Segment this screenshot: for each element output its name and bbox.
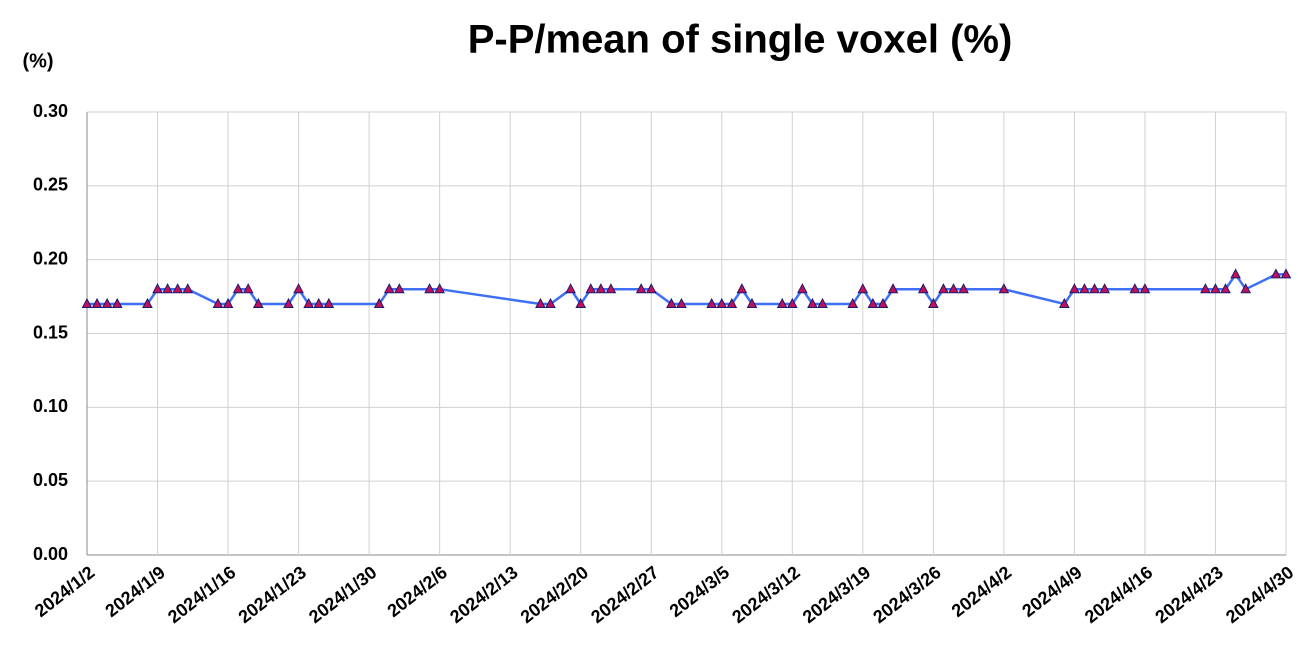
data-point (857, 283, 869, 294)
data-point (1270, 268, 1282, 279)
data-point (1069, 283, 1080, 294)
data-point (424, 283, 435, 294)
data-point (716, 297, 728, 308)
data-point (887, 283, 899, 294)
data-point (373, 297, 385, 308)
data-point (1099, 283, 1110, 294)
data-point (323, 297, 335, 308)
data-point (162, 283, 173, 294)
y-tick-label: 0.00 (33, 544, 68, 564)
data-point (1059, 297, 1070, 308)
data-point (867, 297, 879, 308)
y-tick-label: 0.15 (33, 322, 68, 342)
x-tick-label: 2024/4/2 (948, 562, 1016, 621)
x-tick-label: 2024/1/16 (164, 562, 239, 627)
data-point (172, 283, 184, 294)
x-tick-label: 2024/4/9 (1018, 562, 1086, 621)
x-tick-label: 2024/4/30 (1222, 562, 1297, 627)
data-point (394, 283, 405, 294)
data-point (807, 297, 818, 308)
chart-title: P-P/mean of single voxel (%) (468, 18, 1013, 62)
y-tick-label: 0.25 (33, 175, 68, 195)
data-point (182, 283, 194, 294)
data-point (928, 297, 939, 308)
data-point (746, 297, 758, 308)
y-tick-label: 0.20 (33, 248, 68, 268)
data-point (212, 297, 224, 308)
data-point (706, 297, 718, 308)
data-point (222, 297, 234, 308)
data-point (252, 297, 264, 308)
data-point (283, 297, 294, 308)
data-point (91, 297, 103, 308)
data-point (142, 297, 153, 308)
data-point (545, 297, 556, 308)
x-tick-label: 2024/4/16 (1081, 562, 1156, 627)
data-point (776, 297, 788, 308)
data-point (152, 283, 163, 294)
data-point (535, 297, 546, 308)
data-point (1240, 283, 1252, 294)
data-point (383, 283, 395, 294)
data-point (847, 297, 859, 308)
x-tick-label: 2024/3/19 (799, 562, 874, 627)
data-point (666, 297, 677, 308)
data-point (1230, 268, 1241, 279)
data-point (111, 297, 123, 308)
data-point (1200, 283, 1211, 294)
y-tick-label: 0.10 (33, 396, 68, 416)
data-point (635, 283, 647, 294)
data-point (676, 297, 687, 308)
data-point (565, 283, 576, 294)
data-point (232, 283, 244, 294)
x-tick-label: 2024/2/20 (517, 562, 592, 627)
data-line (87, 272, 1286, 307)
data-point (575, 297, 587, 308)
data-point (726, 297, 738, 308)
data-point (1089, 283, 1100, 294)
data-point (313, 297, 325, 308)
x-tick-label: 2024/1/30 (305, 562, 380, 627)
data-point (877, 297, 889, 308)
data-point (1280, 268, 1292, 279)
data-point (736, 283, 748, 294)
data-point (998, 283, 1010, 294)
x-tick-label: 2024/2/27 (587, 562, 662, 627)
data-point (958, 283, 969, 294)
data-point (81, 297, 93, 308)
data-point (797, 283, 808, 294)
data-point (293, 283, 304, 294)
data-point (1210, 283, 1221, 294)
y-tick-label: 0.05 (33, 470, 68, 490)
data-point (605, 283, 617, 294)
x-tick-label: 2024/3/26 (869, 562, 944, 627)
data-point (786, 297, 798, 308)
x-tick-label: 2024/2/13 (446, 562, 521, 627)
data-point (585, 283, 597, 294)
data-point (645, 283, 657, 294)
data-point (1220, 283, 1231, 294)
data-point (242, 283, 254, 294)
data-point (948, 283, 959, 294)
x-tick-label: 2024/1/23 (235, 562, 310, 627)
x-tick-label: 2024/1/2 (31, 562, 99, 621)
x-tick-label: 2024/3/12 (728, 562, 803, 627)
x-tick-label: 2024/3/5 (666, 562, 734, 621)
data-point (101, 297, 113, 308)
data-point (917, 283, 929, 294)
x-tick-label: 2024/4/23 (1151, 562, 1226, 627)
data-point (595, 283, 607, 294)
data-point (817, 297, 828, 308)
data-point (1079, 283, 1090, 294)
data-point (938, 283, 949, 294)
data-point (1129, 283, 1141, 294)
y-axis-label: (%) (22, 50, 53, 72)
data-point (1139, 283, 1151, 294)
x-tick-label: 2024/2/6 (383, 562, 451, 621)
data-point (303, 297, 314, 308)
y-tick-label: 0.30 (33, 101, 68, 121)
data-point (434, 283, 445, 294)
x-tick-label: 2024/1/9 (101, 562, 169, 621)
